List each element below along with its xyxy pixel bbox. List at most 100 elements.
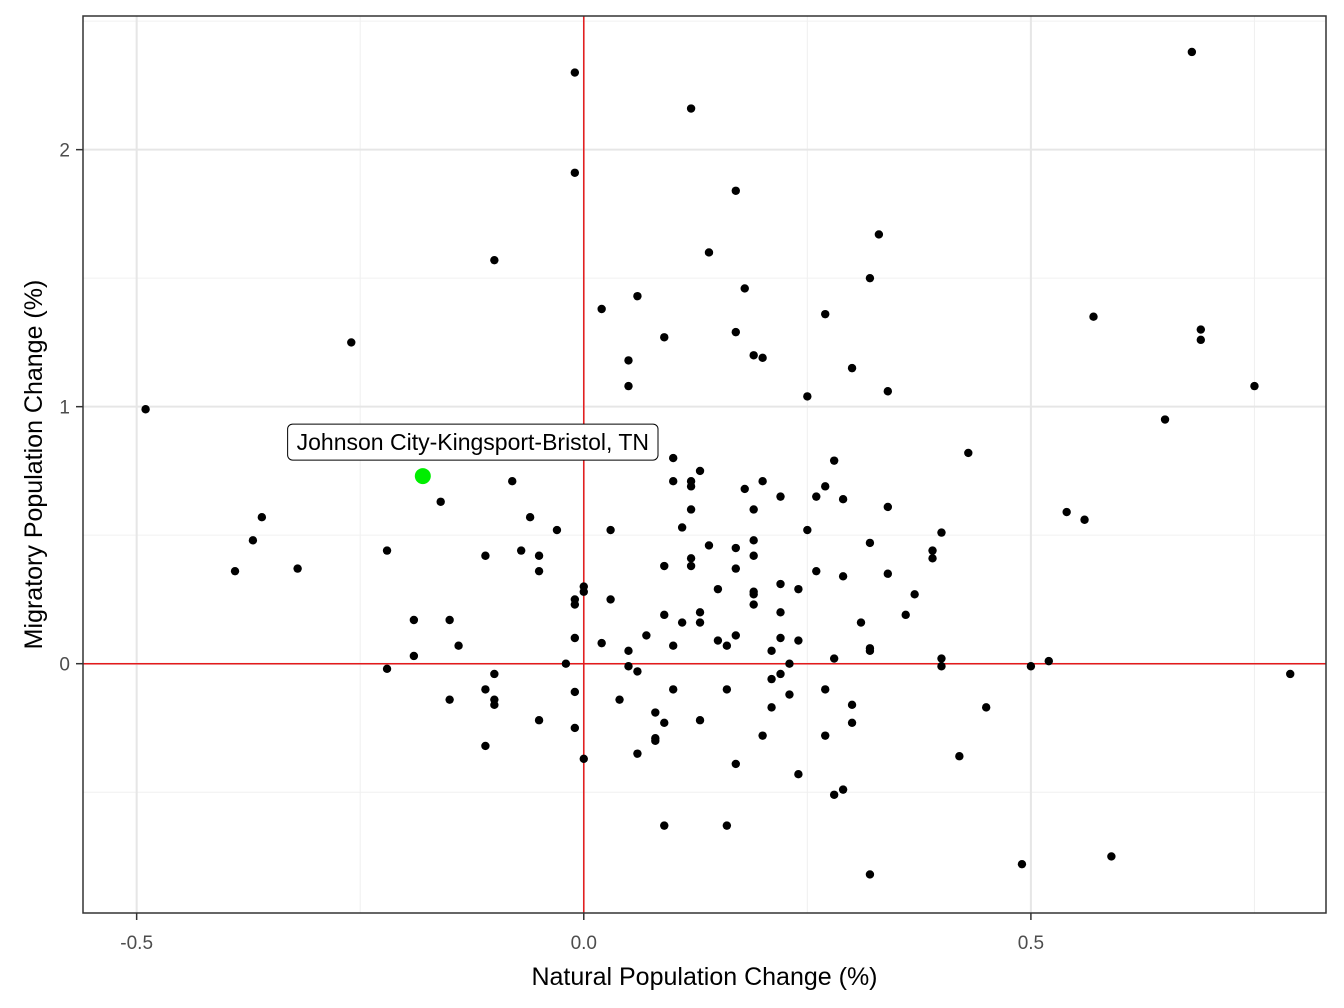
data-point [928,546,937,555]
data-point [454,641,463,650]
data-point [570,687,580,697]
data-point [865,870,875,879]
data-point [695,618,705,627]
data-point [651,708,660,717]
highlight-group: Johnson City-Kingsport-Bristol, TN [287,423,659,485]
data-point [785,659,794,668]
data-point [490,669,499,679]
data-point [821,309,830,319]
data-point [481,551,490,560]
data-point [785,690,794,699]
data-point [767,646,776,656]
data-point [660,821,669,830]
data-point [606,595,615,604]
axis-ticks: -0.5 0.0 0.5 0 1 2 [59,141,1044,954]
data-point [731,543,740,553]
data-point [794,584,803,594]
data-point [910,590,919,599]
data-point [937,654,946,663]
data-point [883,569,893,578]
data-point [758,477,767,486]
data-point [382,546,392,555]
data-point [981,703,991,712]
data-point [731,631,740,640]
y-axis-title: Migratory Population Change (%) [20,280,48,650]
data-point [570,723,580,733]
data-point [624,646,633,656]
data-point [812,566,821,576]
data-point [776,633,785,643]
data-point [409,651,419,661]
panel-border [82,15,1327,914]
data-point [1196,325,1206,334]
data-point [597,638,606,648]
x-tick-label: 0.0 [571,933,597,954]
data-point [382,664,392,674]
data-point [713,584,723,594]
data-point [347,338,356,347]
data-point [633,667,642,676]
data-point [686,505,696,514]
x-tick-label: 0.5 [1018,933,1044,954]
data-point [669,641,678,650]
data-point [722,821,732,830]
data-point [776,492,785,501]
data-point [579,587,588,596]
data-point [669,477,678,486]
data-point [883,502,893,512]
data-point [901,610,910,620]
data-point [481,741,490,751]
data-point [633,291,642,301]
data-point [570,68,580,77]
data-point [713,636,723,645]
data-point [525,512,535,522]
data-point [847,363,857,373]
data-point [1250,381,1259,391]
data-point [633,749,642,758]
data-point [409,615,419,625]
data-point [651,734,660,743]
x-tick-label: -0.5 [120,933,153,954]
data-point [660,561,669,571]
data-point [1107,852,1116,861]
data-point [686,482,696,491]
data-point [803,392,812,401]
data-point [821,482,830,491]
data-point [516,546,526,555]
data-point [660,610,669,620]
data-point [141,405,150,414]
data-point [1026,662,1036,671]
data-point [436,497,445,506]
data-point [1080,515,1089,524]
data-point [928,554,937,563]
data-point [1017,859,1027,869]
data-point [749,505,758,514]
data-point [660,333,669,342]
data-point [1044,656,1053,666]
data-point [767,674,776,684]
y-tick-label: 0 [59,655,70,676]
data-point [570,600,580,609]
data-point [821,685,830,694]
data-point [615,695,624,704]
data-point [606,525,615,535]
data-point [883,387,893,396]
data-point [767,703,776,712]
data-point [686,561,696,571]
data-point [660,718,669,728]
data-point [669,453,678,463]
data-point [749,351,758,360]
data-point [722,641,732,650]
data-point [1196,335,1206,345]
data-point [1160,415,1170,424]
data-point [669,685,678,694]
data-point [642,631,651,640]
data-point [749,600,758,609]
data-point [445,695,454,704]
data-point [1089,312,1098,321]
data-point [776,579,785,589]
data-point [1187,47,1197,57]
data-point [847,700,857,710]
data-point [865,273,875,283]
